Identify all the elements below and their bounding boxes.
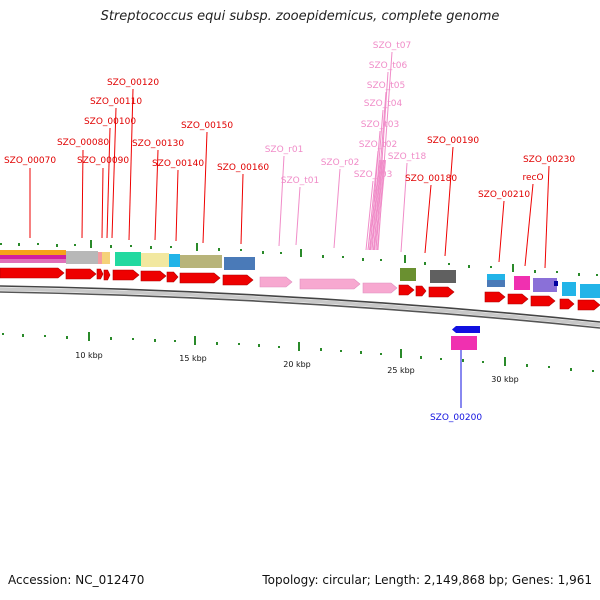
feature-color-band[interactable] [0, 250, 600, 298]
callout-szo-00210 [498, 200, 505, 263]
gene-label-szo-t02[interactable]: SZO_t02 [359, 140, 397, 150]
trna-cluster-line [370, 159, 382, 251]
trna-cluster-line [372, 159, 384, 251]
gene-arrow[interactable] [484, 291, 506, 303]
gene-arrow[interactable] [299, 278, 361, 290]
genome-backbone [0, 285, 600, 329]
gene-szo-00200-arrow [452, 326, 480, 333]
gene-label-szo-00190[interactable]: SZO_00190 [427, 136, 479, 146]
callout-szo-00100 [106, 127, 111, 239]
gene-arrow[interactable] [0, 267, 65, 279]
gene-arrow[interactable] [415, 285, 427, 297]
callout-szo-00160 [240, 173, 244, 245]
callout-szo-r03 [365, 180, 374, 251]
callout-szo-t18 [400, 162, 408, 253]
gene-label-szo-00210[interactable]: SZO_00210 [478, 190, 530, 200]
trna-cluster-line [375, 159, 386, 251]
outer-tick-row [0, 240, 598, 276]
trna-cluster-line [368, 159, 382, 251]
callout-szo-00180 [424, 184, 432, 254]
inner-scale-row: 10 kbp 15 kbp 20 kbp 25 kbp 30 kbp [2, 332, 594, 384]
forward-strand-genes[interactable] [0, 267, 600, 311]
gene-arrow[interactable] [259, 276, 293, 288]
gene-label-szo-00230[interactable]: SZO_00230 [523, 155, 575, 165]
gene-arrow[interactable] [507, 293, 529, 305]
trna-cluster-line [376, 159, 386, 251]
callout-szo-00120 [128, 88, 134, 241]
callout-szo-t02 [367, 150, 379, 251]
gene-label-szo-t04[interactable]: SZO_t04 [364, 99, 403, 109]
gene-label-szo-00150[interactable]: SZO_00150 [181, 121, 233, 131]
callout-szo-00230 [544, 165, 550, 269]
callout-szo-00080 [81, 149, 84, 239]
callout-szo-00130 [154, 149, 159, 241]
gene-szo-00200-cog [451, 336, 477, 350]
genome-summary-text: Topology: circular; Length: 2,149,868 bp… [262, 573, 592, 587]
gene-label-szo-t18[interactable]: SZO_t18 [388, 152, 427, 162]
callout-szo-00190 [444, 146, 454, 257]
gene-arrow[interactable] [96, 268, 104, 280]
gene-arrow[interactable] [166, 271, 179, 283]
gene-arrow[interactable] [112, 269, 140, 281]
callout-szo-00140 [175, 169, 179, 242]
scale-tick-25kbp: 25 kbp [387, 366, 415, 375]
gene-arrow[interactable] [398, 284, 415, 296]
callout-szo-r02 [333, 168, 341, 249]
callout-szo-t01 [295, 186, 301, 246]
gene-label-szo-r01[interactable]: SZO_r01 [265, 145, 304, 155]
gene-label-szo-r03[interactable]: SZO_r03 [354, 170, 393, 180]
gene-label-szo-00130[interactable]: SZO_00130 [132, 139, 184, 149]
gene-label-szo-t07[interactable]: SZO_t07 [373, 41, 411, 51]
gene-arrow[interactable] [140, 270, 167, 282]
gene-label-szo-r02[interactable]: SZO_r02 [321, 158, 360, 168]
callout-reco [524, 183, 534, 267]
callout-szo-r01 [278, 155, 285, 247]
gene-label-szo-00100[interactable]: SZO_00100 [84, 117, 136, 127]
gene-label-szo-t05[interactable]: SZO_t05 [367, 81, 405, 91]
gene-arrow[interactable] [362, 282, 398, 294]
trna-cluster-line [371, 159, 383, 251]
callout-szo-00090 [101, 167, 104, 239]
gene-label-szo-00180[interactable]: SZO_00180 [405, 174, 457, 184]
gene-arrow[interactable] [179, 272, 221, 284]
scale-tick-10kbp: 10 kbp [75, 351, 103, 360]
gene-label-szo-00140[interactable]: SZO_00140 [152, 159, 204, 169]
reverse-strand-genes[interactable]: SZO_00200 [430, 326, 482, 423]
gene-label-szo-00160[interactable]: SZO_00160 [217, 163, 269, 173]
gene-callout-lines [29, 51, 550, 269]
gene-label-szo-00200[interactable]: SZO_00200 [430, 413, 482, 423]
gene-arrow[interactable] [222, 274, 254, 286]
gene-label-reco[interactable]: recO [522, 173, 543, 183]
gene-label-szo-t06[interactable]: SZO_t06 [369, 61, 408, 71]
gene-label-szo-t03[interactable]: SZO_t03 [361, 120, 399, 130]
gene-arrow[interactable] [559, 298, 575, 310]
gene-label-szo-00090[interactable]: SZO_00090 [77, 156, 129, 166]
gene-arrow[interactable] [577, 299, 600, 311]
callout-szo-00110 [111, 107, 117, 239]
genome-title: Streptococcus equi subsp. zooepidemicus,… [100, 9, 500, 24]
gene-label-szo-00070[interactable]: SZO_00070 [4, 156, 56, 166]
gene-arrow[interactable] [428, 286, 455, 298]
callout-szo-00150 [202, 131, 208, 244]
scale-tick-30kbp: 30 kbp [491, 375, 519, 384]
gene-label-szo-00080[interactable]: SZO_00080 [57, 138, 109, 148]
trna-cluster-line [367, 159, 381, 251]
trna-cluster-line [374, 159, 385, 251]
gene-label-szo-t01[interactable]: SZO_t01 [281, 176, 319, 186]
accession-text: Accession: NC_012470 [8, 573, 145, 587]
scale-tick-20kbp: 20 kbp [283, 360, 311, 369]
gene-arrow[interactable] [103, 269, 111, 281]
gene-arrow[interactable] [530, 295, 556, 307]
gene-label-szo-00120[interactable]: SZO_00120 [107, 78, 159, 88]
gene-arrow[interactable] [65, 268, 97, 280]
scale-tick-15kbp: 15 kbp [179, 354, 207, 363]
gene-label-szo-00110[interactable]: SZO_00110 [90, 97, 142, 107]
